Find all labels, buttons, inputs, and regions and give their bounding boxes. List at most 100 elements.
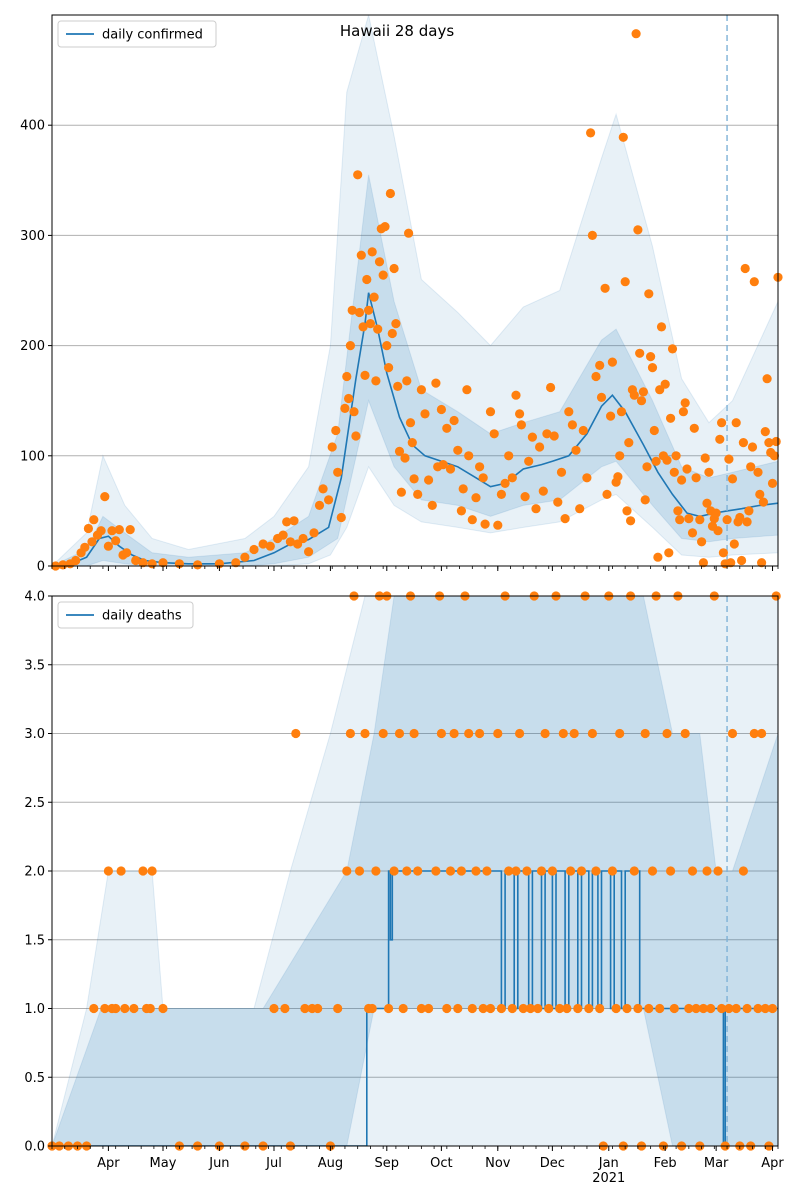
observed-data-point bbox=[504, 451, 514, 461]
observed-data-point bbox=[633, 1003, 643, 1014]
observed-data-point bbox=[193, 560, 203, 570]
observed-data-point bbox=[318, 484, 328, 494]
observed-data-point bbox=[413, 489, 423, 499]
observed-data-point bbox=[424, 1003, 434, 1014]
observed-data-point bbox=[158, 558, 168, 568]
observed-data-point bbox=[83, 523, 93, 534]
observed-data-point bbox=[629, 866, 639, 876]
observed-data-point bbox=[100, 492, 110, 502]
y-tick-label: 4.0 bbox=[24, 590, 45, 605]
observed-data-point bbox=[631, 29, 641, 39]
observed-data-point bbox=[358, 322, 368, 332]
observed-data-point bbox=[607, 866, 618, 876]
observed-data-point bbox=[535, 442, 545, 452]
observed-data-point bbox=[327, 442, 337, 452]
y-tick-label: 300 bbox=[20, 229, 45, 244]
observed-data-point bbox=[731, 418, 741, 428]
observed-data-point bbox=[413, 866, 423, 876]
observed-data-point bbox=[595, 360, 605, 370]
observed-data-point bbox=[518, 1003, 528, 1014]
observed-data-point bbox=[560, 514, 570, 524]
observed-data-point bbox=[771, 436, 781, 447]
observed-data-point bbox=[371, 866, 381, 876]
observed-data-point bbox=[662, 728, 672, 739]
observed-data-point bbox=[669, 467, 679, 477]
observed-data-point bbox=[351, 431, 361, 441]
observed-data-point bbox=[600, 283, 610, 293]
observed-data-point bbox=[729, 539, 739, 549]
observed-data-point bbox=[613, 472, 623, 482]
observed-data-point bbox=[285, 537, 295, 547]
observed-data-point bbox=[515, 409, 525, 419]
observed-data-point bbox=[651, 456, 661, 466]
observed-data-point bbox=[757, 728, 767, 739]
observed-data-point bbox=[698, 558, 709, 568]
observed-data-point bbox=[669, 1003, 679, 1014]
observed-data-point bbox=[442, 1003, 452, 1014]
observed-data-point bbox=[378, 728, 388, 739]
observed-data-point bbox=[649, 425, 659, 436]
observed-data-point bbox=[737, 555, 747, 566]
observed-data-point bbox=[542, 429, 552, 439]
observed-data-point bbox=[511, 390, 521, 400]
observed-data-point bbox=[462, 385, 472, 395]
observed-data-point bbox=[507, 473, 517, 483]
observed-data-point bbox=[727, 474, 738, 484]
observed-data-point bbox=[742, 1003, 752, 1014]
observed-data-point bbox=[384, 363, 394, 373]
observed-data-point bbox=[416, 385, 426, 395]
observed-data-point bbox=[300, 1003, 310, 1014]
observed-data-point bbox=[445, 464, 456, 474]
observed-data-point bbox=[549, 431, 559, 441]
observed-data-point bbox=[747, 442, 758, 452]
observed-data-point bbox=[698, 1003, 709, 1014]
observed-data-point bbox=[258, 539, 268, 549]
observed-data-point bbox=[689, 423, 699, 433]
observed-data-point bbox=[360, 370, 370, 380]
observed-data-point bbox=[755, 489, 765, 499]
observed-data-point bbox=[231, 558, 241, 568]
observed-data-point bbox=[96, 526, 106, 536]
observed-data-point bbox=[591, 371, 601, 382]
observed-data-point bbox=[711, 508, 721, 518]
observed-data-point bbox=[767, 478, 778, 488]
observed-data-point bbox=[480, 519, 490, 529]
observed-data-point bbox=[282, 517, 292, 527]
observed-data-point bbox=[640, 728, 650, 739]
x-tick-label: Jan bbox=[598, 1156, 619, 1171]
observed-data-point bbox=[456, 506, 466, 516]
observed-data-point bbox=[724, 1003, 734, 1014]
observed-data-point bbox=[500, 478, 510, 488]
observed-data-point bbox=[471, 493, 481, 503]
observed-data-point bbox=[107, 526, 117, 536]
observed-data-point bbox=[380, 222, 390, 232]
observed-data-point bbox=[111, 536, 121, 546]
observed-data-point bbox=[633, 225, 643, 235]
observed-data-point bbox=[620, 277, 630, 287]
observed-data-point bbox=[642, 462, 652, 472]
observed-data-point bbox=[667, 344, 678, 354]
observed-data-point bbox=[533, 1003, 543, 1014]
observed-data-point bbox=[753, 467, 763, 477]
observed-data-point bbox=[402, 866, 412, 876]
observed-data-point bbox=[573, 1003, 583, 1014]
observed-data-point bbox=[280, 1003, 290, 1014]
observed-data-point bbox=[374, 257, 385, 267]
observed-data-point bbox=[644, 289, 654, 299]
observed-data-point bbox=[760, 1003, 770, 1014]
observed-data-point bbox=[493, 728, 503, 739]
chart-title: Hawaii 28 days bbox=[340, 22, 454, 40]
observed-data-point bbox=[684, 514, 694, 524]
x-year-label: 2021 bbox=[592, 1171, 625, 1186]
observed-data-point bbox=[704, 467, 714, 477]
x-tick-label: Dec bbox=[540, 1156, 565, 1171]
confirmed-plot-area bbox=[52, 15, 778, 566]
observed-data-point bbox=[340, 403, 350, 413]
observed-data-point bbox=[100, 1003, 110, 1014]
y-tick-label: 200 bbox=[20, 339, 45, 354]
observed-data-point bbox=[298, 533, 308, 544]
y-tick-label: 3.5 bbox=[24, 658, 45, 673]
observed-data-point bbox=[717, 1003, 727, 1014]
observed-data-point bbox=[680, 728, 690, 739]
observed-data-point bbox=[402, 376, 412, 386]
